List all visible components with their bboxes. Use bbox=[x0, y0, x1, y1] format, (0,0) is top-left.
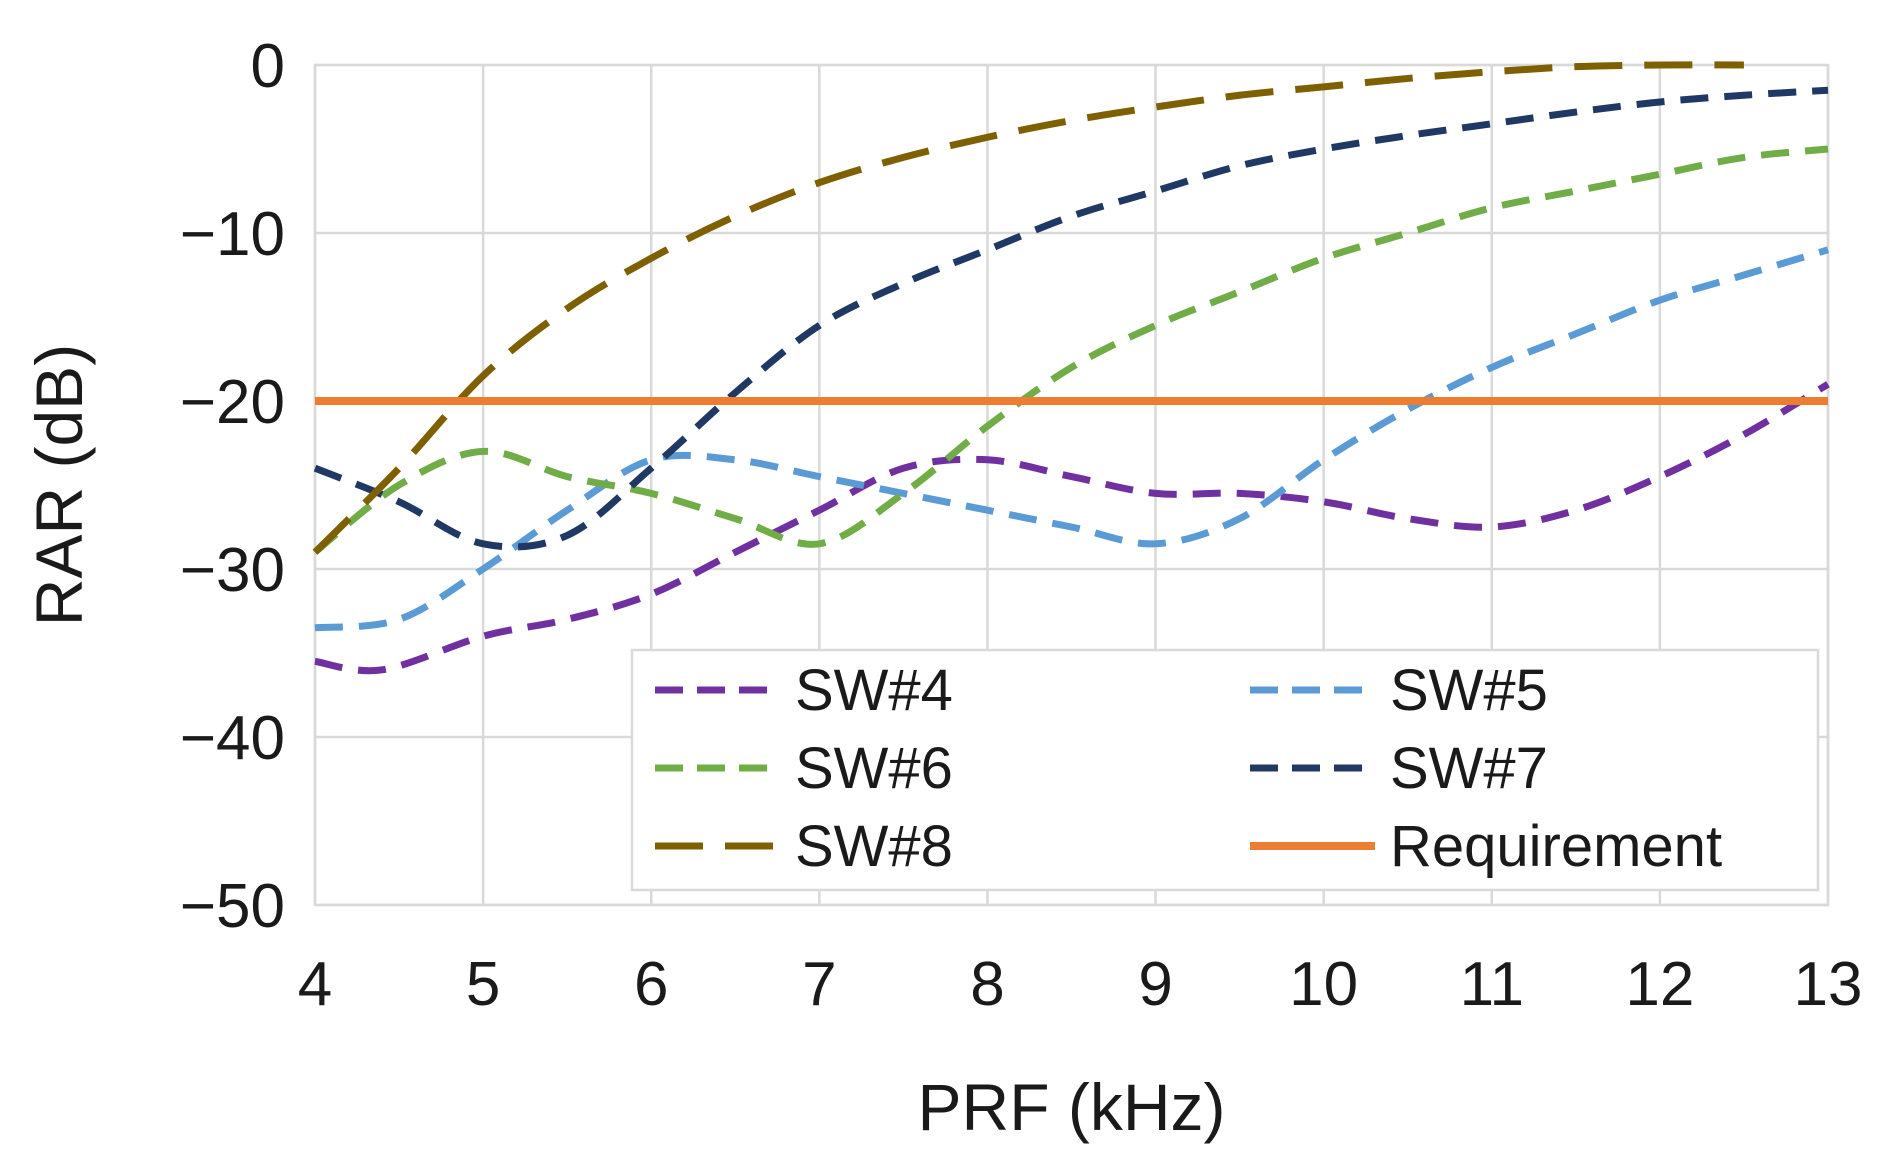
legend-label: Requirement bbox=[1390, 814, 1722, 879]
legend-label: SW#7 bbox=[1390, 736, 1548, 801]
x-tick-label: 13 bbox=[1794, 950, 1863, 1019]
x-tick-label: 6 bbox=[634, 950, 668, 1019]
x-tick-label: 9 bbox=[1138, 950, 1172, 1019]
legend-label: SW#5 bbox=[1390, 658, 1548, 723]
series-line-sw-6 bbox=[312, 145, 1829, 555]
series-line-sw-8 bbox=[312, 61, 1744, 555]
x-tick-label: 5 bbox=[466, 950, 500, 1019]
series-line-sw-4 bbox=[314, 381, 1830, 675]
y-axis-tick-labels: 0 −10 −20 −30 −40 −50 bbox=[180, 32, 285, 941]
x-tick-label: 7 bbox=[802, 950, 836, 1019]
series-line-sw-5 bbox=[314, 246, 1830, 632]
y-tick-label: −20 bbox=[180, 368, 285, 437]
y-axis-title: RAR (dB) bbox=[22, 344, 96, 626]
x-tick-label: 11 bbox=[1460, 950, 1524, 1019]
series-line-sw-7 bbox=[313, 86, 1829, 551]
series-group bbox=[312, 61, 1830, 675]
x-axis-title: PRF (kHz) bbox=[918, 1070, 1226, 1144]
y-tick-label: −50 bbox=[180, 872, 285, 941]
legend-box bbox=[630, 648, 1820, 892]
x-tick-label: 10 bbox=[1289, 950, 1358, 1019]
legend-label: SW#4 bbox=[795, 658, 953, 723]
x-tick-label: 4 bbox=[298, 950, 332, 1019]
y-tick-label: −30 bbox=[180, 536, 285, 605]
x-tick-label: 8 bbox=[970, 950, 1004, 1019]
legend-label: SW#8 bbox=[795, 814, 953, 879]
x-axis-tick-labels: 4 5 6 7 8 9 10 11 12 13 bbox=[298, 950, 1863, 1019]
legend: SW#4 SW#5 SW#6 SW#7 SW#8 Requirement bbox=[630, 648, 1820, 892]
legend-label: SW#6 bbox=[795, 736, 953, 801]
y-tick-label: −40 bbox=[180, 704, 285, 773]
x-tick-label: 12 bbox=[1625, 950, 1694, 1019]
plot-area-frame bbox=[313, 63, 1830, 907]
y-tick-label: −10 bbox=[180, 200, 285, 269]
y-tick-label: 0 bbox=[251, 32, 285, 101]
